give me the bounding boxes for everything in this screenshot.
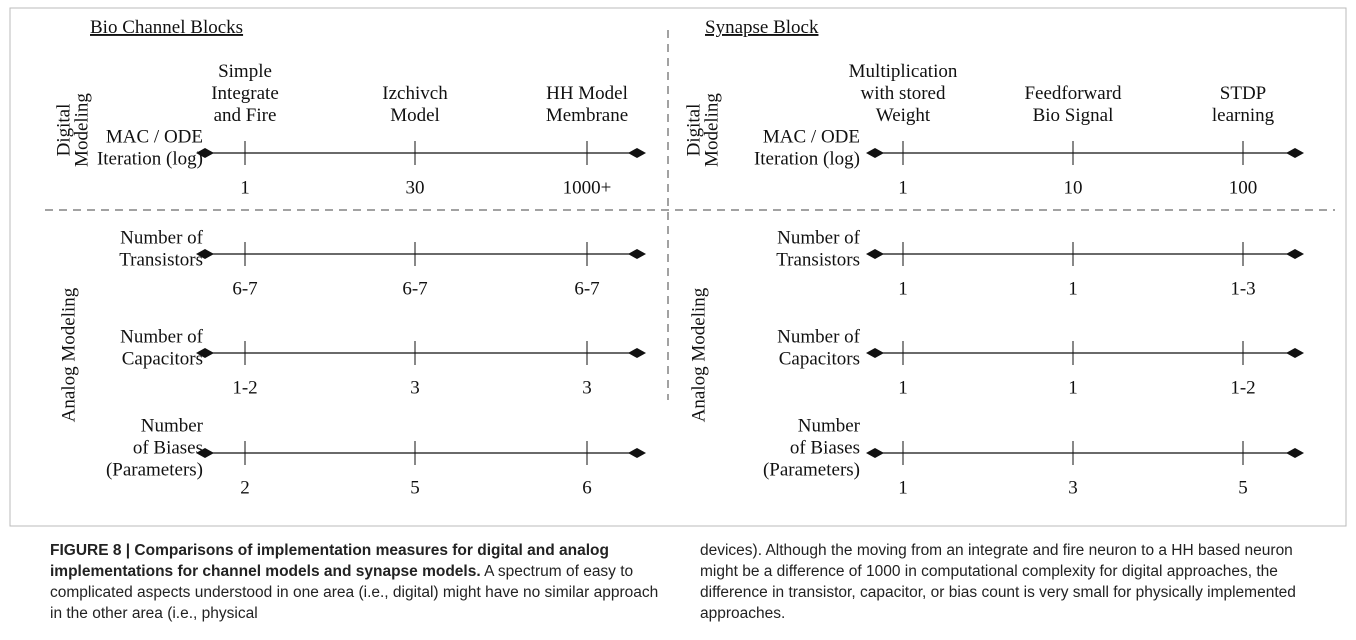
value-label: 5 — [410, 477, 420, 498]
column-header: Weight — [876, 105, 931, 126]
column-header: STDP — [1220, 83, 1266, 104]
column-header: Multiplication — [849, 61, 958, 82]
column-header: Bio Signal — [1033, 105, 1114, 126]
side-label: Digital — [53, 104, 74, 157]
value-label: 1 — [898, 477, 908, 498]
row-label: MAC / ODE — [763, 126, 860, 147]
axis-end-diamond — [196, 448, 214, 458]
axis-end-diamond — [1286, 448, 1304, 458]
value-label: 6 — [582, 477, 592, 498]
row-label: Number — [798, 415, 861, 436]
column-header: Model — [390, 105, 440, 126]
column-header: HH Model — [546, 83, 628, 104]
value-label: 6-7 — [232, 278, 257, 299]
axis-end-diamond — [1286, 148, 1304, 158]
axis-end-diamond — [866, 148, 884, 158]
row-label: Iteration (log) — [754, 148, 860, 169]
value-label: 100 — [1229, 177, 1258, 198]
panel-title: Bio Channel Blocks — [90, 17, 243, 38]
value-label: 1 — [898, 177, 908, 198]
row-label: MAC / ODE — [106, 126, 203, 147]
caption-left: FIGURE 8 | Comparisons of implementation… — [50, 540, 660, 624]
value-label: 6-7 — [402, 278, 427, 299]
axis-end-diamond — [196, 148, 214, 158]
axis-end-diamond — [628, 348, 646, 358]
column-header: Membrane — [546, 105, 628, 126]
row-label: (Parameters) — [106, 459, 203, 480]
side-label: Analog Modeling — [688, 287, 709, 422]
column-header: Simple — [218, 61, 272, 82]
value-label: 1-2 — [1230, 377, 1255, 398]
row-label: Number of — [120, 227, 204, 248]
axis-end-diamond — [1286, 249, 1304, 259]
value-label: 5 — [1238, 477, 1248, 498]
row-label: (Parameters) — [763, 459, 860, 480]
column-header: Integrate — [211, 83, 279, 104]
value-label: 1-3 — [1230, 278, 1255, 299]
row-label: Transistors — [776, 249, 860, 270]
axis-end-diamond — [628, 448, 646, 458]
side-label: Modeling — [701, 93, 722, 167]
row-label: of Biases — [790, 437, 860, 458]
row-label: Number of — [120, 326, 204, 347]
value-label: 1000+ — [563, 177, 612, 198]
value-label: 1 — [1068, 377, 1078, 398]
row-label: Capacitors — [122, 348, 203, 369]
value-label: 1-2 — [232, 377, 257, 398]
row-label: Transistors — [119, 249, 203, 270]
axis-end-diamond — [196, 249, 214, 259]
value-label: 30 — [406, 177, 425, 198]
side-label: Digital — [683, 104, 704, 157]
value-label: 2 — [240, 477, 250, 498]
value-label: 1 — [240, 177, 250, 198]
caption-right: devices). Although the moving from an in… — [700, 542, 1296, 622]
column-header: and Fire — [214, 105, 277, 126]
value-label: 3 — [1068, 477, 1078, 498]
value-label: 6-7 — [574, 278, 599, 299]
value-label: 3 — [410, 377, 420, 398]
value-label: 10 — [1064, 177, 1083, 198]
panel-title: Synapse Block — [705, 17, 819, 38]
row-label: Number of — [777, 227, 861, 248]
axis-end-diamond — [196, 348, 214, 358]
value-label: 1 — [1068, 278, 1078, 299]
row-label: Iteration (log) — [97, 148, 203, 169]
row-label: Capacitors — [779, 348, 860, 369]
axis-end-diamond — [628, 148, 646, 158]
figure-border — [9, 7, 1347, 527]
caption-bold: FIGURE 8 | Comparisons of implementation… — [50, 542, 609, 580]
row-label: Number of — [777, 326, 861, 347]
axis-end-diamond — [866, 249, 884, 259]
column-header: with stored — [861, 83, 946, 104]
column-header: learning — [1212, 105, 1275, 126]
column-header: Izchivch — [382, 83, 448, 104]
caption-text: A spectrum of easy to complicated aspect… — [50, 563, 659, 622]
axis-end-diamond — [1286, 348, 1304, 358]
axis-end-diamond — [628, 249, 646, 259]
axis-end-diamond — [866, 448, 884, 458]
side-label: Analog Modeling — [58, 287, 79, 422]
row-label: of Biases — [133, 437, 203, 458]
column-header: Feedforward — [1024, 83, 1122, 104]
value-label: 3 — [582, 377, 592, 398]
value-label: 1 — [898, 278, 908, 299]
row-label: Number — [141, 415, 204, 436]
value-label: 1 — [898, 377, 908, 398]
axis-end-diamond — [866, 348, 884, 358]
side-label: Modeling — [71, 93, 92, 167]
